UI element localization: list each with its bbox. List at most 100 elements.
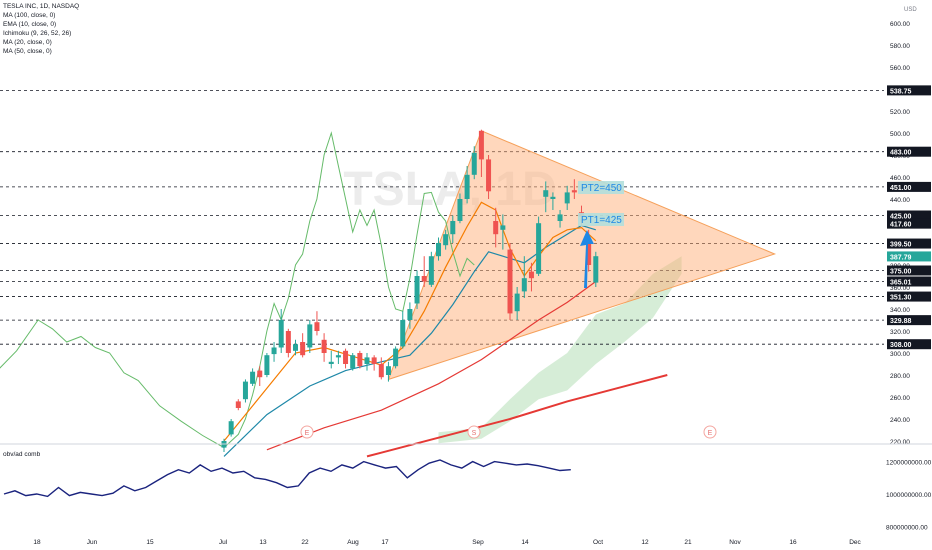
candle-body bbox=[314, 322, 320, 331]
event-marker-badge bbox=[703, 425, 717, 439]
obv-tick-label: 800000000.00 bbox=[886, 524, 928, 531]
price-tick-label: 520.00 bbox=[890, 109, 910, 116]
up-arrow-icon[interactable] bbox=[580, 230, 594, 288]
legend-indicator-ema10[interactable]: EMA (10, close, 0) bbox=[3, 21, 57, 28]
candle-body bbox=[586, 238, 592, 265]
legend-indicator-ma50[interactable]: MA (50, close, 0) bbox=[3, 48, 52, 55]
chikou-span-line bbox=[0, 131, 475, 449]
ma100-line bbox=[366, 374, 668, 458]
price-tag-bg bbox=[887, 218, 931, 229]
candle-body bbox=[593, 256, 599, 283]
candle-body bbox=[357, 353, 363, 367]
price-tag-label: 365.01 bbox=[890, 279, 912, 286]
candle-body bbox=[493, 221, 499, 235]
candle-body bbox=[428, 256, 434, 285]
price-tag-bg bbox=[887, 146, 931, 157]
candle-body bbox=[328, 361, 334, 364]
time-tick-label: Aug bbox=[347, 539, 359, 546]
price-unit-label: USD bbox=[904, 7, 917, 13]
candle-body bbox=[471, 152, 477, 175]
time-tick-label: 18 bbox=[33, 539, 41, 546]
candle-body bbox=[421, 276, 427, 282]
candle-body bbox=[364, 357, 370, 364]
candle-body bbox=[228, 421, 234, 435]
price-tag-label: 329.88 bbox=[890, 318, 912, 325]
candle-body bbox=[400, 320, 406, 347]
candle-body bbox=[514, 293, 520, 312]
candle-body bbox=[300, 342, 306, 356]
time-tick-label: 21 bbox=[684, 539, 692, 546]
price-tick-label: 360.00 bbox=[890, 285, 910, 292]
price-tag-label: 425.00 bbox=[890, 214, 912, 221]
legend-indicator-ma20[interactable]: MA (20, close, 0) bbox=[3, 39, 52, 46]
price-tick-label: 580.00 bbox=[890, 43, 910, 50]
price-tag-bg bbox=[887, 291, 931, 302]
price-tick-label: 600.00 bbox=[890, 21, 910, 28]
obv-tick-label: 1000000000.00 bbox=[886, 492, 932, 499]
time-tick-label: 14 bbox=[521, 539, 529, 546]
annotations: PT2=450 PT1=425 bbox=[578, 181, 624, 288]
price-tick-label: 500.00 bbox=[890, 131, 910, 138]
candle-body bbox=[450, 221, 456, 235]
event-marker-badge bbox=[467, 425, 481, 439]
time-tick-label: 13 bbox=[259, 539, 267, 546]
price-tag-bg bbox=[887, 339, 931, 350]
candle-body bbox=[457, 199, 463, 221]
price-tick-label: 320.00 bbox=[890, 329, 910, 336]
pt1-label[interactable]: PT1=425 bbox=[581, 215, 622, 226]
price-tag-label: 417.60 bbox=[890, 222, 912, 229]
price-tag-label: 451.00 bbox=[890, 185, 912, 192]
price-tick-label: 300.00 bbox=[890, 351, 910, 358]
ma20-line bbox=[223, 224, 596, 457]
price-tag-bg bbox=[887, 276, 931, 287]
time-tick-label: Dec bbox=[849, 539, 861, 546]
price-tick-label: 280.00 bbox=[890, 373, 910, 380]
legend-title[interactable]: TESLA INC, 1D, NASDAQ bbox=[3, 3, 80, 10]
candle-body bbox=[571, 190, 577, 193]
event-marker-letter: E bbox=[305, 430, 310, 437]
candle-body bbox=[543, 190, 549, 197]
candle-body bbox=[500, 225, 506, 230]
candle-body bbox=[307, 324, 313, 348]
time-axis[interactable]: 18 Jun 15 Jul 13 22 Aug 17 Sep 14 Oct 12 21 Nov 16 Dec bbox=[33, 539, 861, 546]
candle-body bbox=[536, 223, 542, 274]
time-tick-label: Jun bbox=[87, 539, 98, 546]
time-tick-label: 12 bbox=[641, 539, 649, 546]
price-tag-label: 538.75 bbox=[890, 88, 912, 95]
price-tag-label: 387.79 bbox=[890, 254, 912, 261]
candle-body bbox=[343, 350, 349, 364]
candle-body bbox=[250, 371, 256, 384]
pt1-label-bg bbox=[578, 213, 624, 226]
candle-body bbox=[385, 366, 391, 375]
candle-body bbox=[414, 276, 420, 304]
obv-pane: 1200000000.00 1000000000.00 800000000.00 bbox=[3, 459, 932, 531]
candle-body bbox=[464, 174, 470, 199]
candle-body bbox=[335, 355, 341, 358]
price-tag-bg bbox=[887, 181, 931, 192]
event-marker-badge bbox=[300, 425, 314, 439]
price-tag-bg bbox=[887, 315, 931, 326]
obv-tick-label: 1200000000.00 bbox=[886, 460, 932, 467]
candle-body bbox=[528, 271, 534, 279]
price-tag-bg bbox=[887, 85, 931, 96]
event-marker-letter: S bbox=[472, 430, 477, 437]
price-tick-label: 460.00 bbox=[890, 175, 910, 182]
candle-body bbox=[257, 370, 263, 378]
time-tick-label: Sep bbox=[472, 539, 484, 546]
time-tick-label: 16 bbox=[789, 539, 797, 546]
time-tick-label: Nov bbox=[729, 539, 741, 546]
candle-body bbox=[507, 249, 513, 314]
legend-indicator-ma100[interactable]: MA (100, close, 0) bbox=[3, 12, 56, 19]
price-tag-label: 375.00 bbox=[890, 269, 912, 276]
legend-indicator-ichimoku[interactable]: Ichimoku (9, 26, 52, 26) bbox=[3, 30, 72, 37]
price-tick-label: 220.00 bbox=[890, 439, 910, 446]
pt2-label[interactable]: PT2=450 bbox=[581, 183, 622, 194]
candle-body bbox=[242, 381, 248, 400]
time-tick-label: Oct bbox=[593, 539, 603, 546]
candle-body bbox=[550, 196, 556, 199]
obv-pane-title[interactable]: obv/ad comb bbox=[3, 451, 41, 458]
pt2-label-bg bbox=[578, 181, 624, 194]
price-tick-label: 560.00 bbox=[890, 65, 910, 72]
